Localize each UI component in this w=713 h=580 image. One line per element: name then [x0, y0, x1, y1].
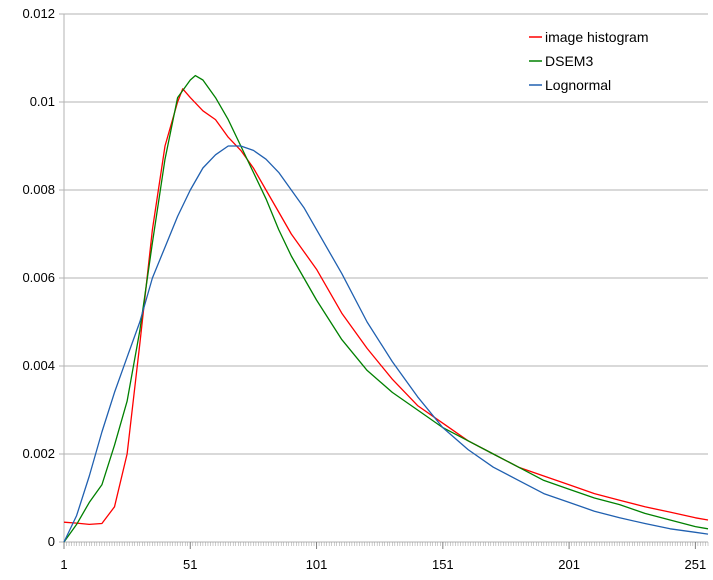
- legend-label: Lognormal: [545, 77, 611, 93]
- series-lines: [63, 74, 709, 543]
- y-tick-label: 0.006: [22, 270, 55, 285]
- y-tick-label: 0.01: [30, 94, 55, 109]
- x-tick-label: 251: [685, 557, 707, 572]
- y-tick-label: 0.004: [22, 358, 55, 373]
- x-tick-label: 51: [183, 557, 197, 572]
- legend-label: DSEM3: [545, 53, 593, 69]
- y-tick-label: 0.002: [22, 446, 55, 461]
- y-tick-label: 0: [48, 534, 55, 549]
- series-line-lognormal: [63, 145, 709, 543]
- y-tick-label: 0.008: [22, 182, 55, 197]
- y-tick-label: 0.012: [22, 6, 55, 21]
- series-line-image-histogram: [63, 88, 709, 526]
- gridlines: [64, 13, 708, 455]
- legend: image histogram DSEM3 Lognormal: [529, 29, 649, 93]
- x-tick-label: 151: [432, 557, 454, 572]
- x-tick-label: 201: [558, 557, 580, 572]
- x-tick-label: 1: [60, 557, 67, 572]
- legend-label: image histogram: [545, 29, 649, 45]
- x-tick-label: 101: [306, 557, 328, 572]
- series-line-dsem3: [63, 74, 709, 543]
